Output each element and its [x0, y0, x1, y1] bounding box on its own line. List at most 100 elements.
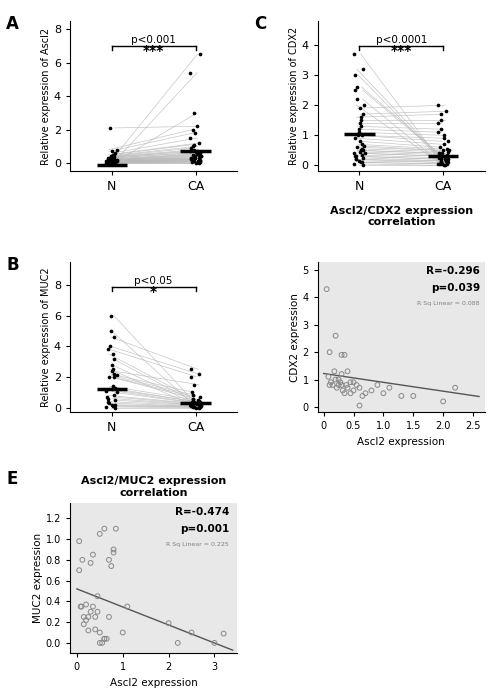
Point	[440, 160, 448, 171]
Point	[324, 371, 332, 382]
Text: R=-0.474: R=-0.474	[174, 507, 229, 517]
Point	[356, 103, 364, 114]
Point	[336, 377, 344, 388]
Point	[118, 627, 126, 638]
Point	[104, 156, 112, 167]
Point	[108, 155, 116, 166]
Point	[451, 382, 459, 393]
Point	[100, 633, 108, 644]
Text: p<0.05: p<0.05	[134, 276, 173, 286]
Point	[443, 143, 451, 154]
Point	[107, 152, 115, 163]
Point	[444, 157, 452, 168]
Point	[110, 158, 118, 169]
Point	[188, 387, 196, 398]
Point	[110, 154, 118, 165]
Point	[187, 400, 195, 411]
Point	[334, 379, 342, 391]
Point	[220, 628, 228, 639]
Point	[358, 130, 366, 141]
Point	[100, 633, 108, 644]
Point	[110, 332, 118, 343]
Point	[195, 402, 203, 414]
Point	[438, 124, 446, 135]
Point	[105, 612, 113, 623]
Point	[195, 398, 203, 409]
Point	[196, 49, 204, 60]
Point	[107, 325, 115, 336]
Text: p=0.039: p=0.039	[431, 283, 480, 293]
Point	[104, 156, 112, 167]
Point	[344, 366, 351, 377]
Point	[438, 151, 446, 162]
Y-axis label: Relative expression of MUC2: Relative expression of MUC2	[41, 268, 51, 407]
Title: Ascl2/MUC2 expression
correlation: Ascl2/MUC2 expression correlation	[81, 476, 227, 498]
Point	[195, 158, 203, 169]
Point	[355, 126, 363, 138]
Point	[188, 152, 196, 163]
Point	[91, 612, 99, 623]
Point	[196, 368, 203, 379]
Y-axis label: MUC2 expression: MUC2 expression	[33, 533, 43, 623]
Point	[190, 124, 198, 135]
Point	[440, 139, 448, 150]
Point	[188, 397, 196, 408]
Point	[437, 115, 445, 126]
Point	[437, 157, 445, 168]
Point	[356, 112, 364, 123]
Point	[346, 377, 354, 388]
Point	[356, 382, 364, 393]
Point	[106, 154, 114, 165]
Point	[358, 391, 366, 402]
Point	[438, 158, 446, 170]
Point	[186, 154, 194, 165]
Point	[438, 157, 446, 168]
Text: p<0.001: p<0.001	[131, 35, 176, 45]
Point	[94, 606, 102, 617]
Point	[196, 151, 204, 162]
Point	[340, 350, 348, 361]
Point	[106, 156, 114, 167]
Point	[440, 130, 448, 141]
Point	[111, 158, 119, 169]
Point	[359, 108, 367, 120]
Point	[191, 398, 199, 409]
Point	[104, 152, 112, 163]
Point	[75, 564, 83, 575]
Point	[350, 151, 358, 162]
X-axis label: Ascl2 expression: Ascl2 expression	[358, 437, 445, 447]
Point	[442, 156, 450, 167]
Point	[193, 398, 201, 409]
Point	[410, 391, 418, 402]
Point	[108, 366, 116, 377]
Point	[91, 624, 99, 635]
Point	[436, 158, 444, 170]
Point	[438, 145, 446, 156]
Point	[102, 633, 110, 644]
Point	[188, 627, 196, 638]
Text: R Sq Linear = 0.088: R Sq Linear = 0.088	[418, 301, 480, 306]
Point	[359, 145, 367, 156]
Point	[194, 138, 202, 149]
Point	[104, 398, 112, 409]
Point	[104, 156, 112, 167]
Point	[109, 151, 117, 162]
Point	[194, 395, 202, 406]
Point	[86, 606, 94, 617]
Point	[89, 601, 97, 612]
Point	[358, 149, 366, 161]
Point	[103, 391, 111, 402]
Point	[113, 387, 121, 398]
Point	[189, 155, 197, 166]
Point	[361, 148, 369, 159]
Point	[112, 523, 120, 534]
Point	[100, 523, 108, 534]
Point	[89, 549, 97, 560]
Point	[110, 400, 118, 411]
Point	[192, 402, 200, 414]
Point	[190, 127, 198, 138]
Point	[352, 133, 360, 144]
Point	[112, 144, 120, 155]
Point	[80, 612, 88, 623]
Point	[356, 400, 364, 411]
